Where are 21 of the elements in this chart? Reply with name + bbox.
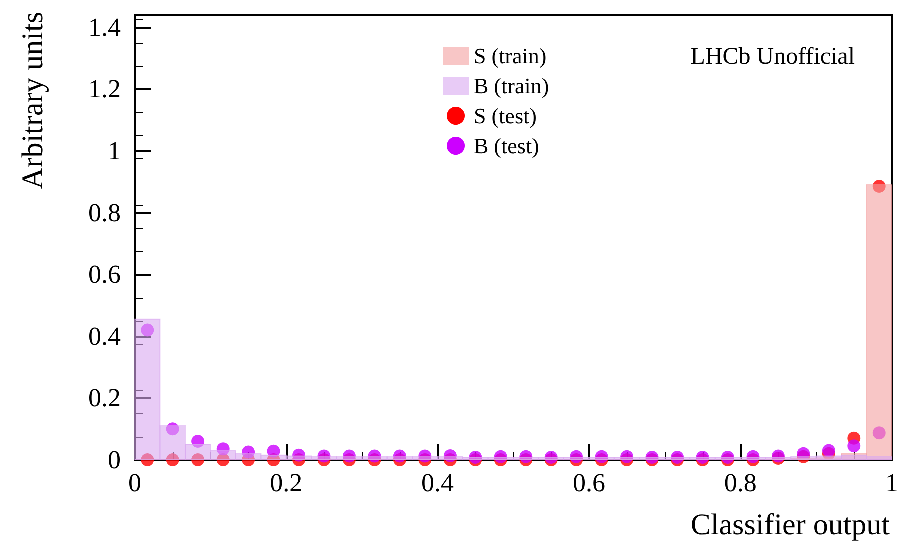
x-tick-label: 0.8	[724, 468, 757, 498]
x-tick-label: 0.6	[572, 468, 606, 498]
y-tick-label: 0	[108, 446, 121, 474]
x-tick-label: 1	[886, 468, 898, 498]
y-tick-label: 1.2	[88, 74, 121, 104]
y-tick-label: 0.4	[88, 322, 121, 351]
x-tick-label: 0.2	[270, 468, 303, 498]
x-tick-label: 0	[128, 468, 142, 498]
x-tick-label: 0.4	[422, 468, 454, 498]
y-axis-title: Arbitrary units	[16, 12, 50, 190]
annotation: LHCb Unofficial	[690, 44, 856, 70]
y-tick-label: 1	[108, 136, 121, 166]
y-tick-label: 1.4	[88, 12, 121, 42]
y-tick-label: 0.8	[88, 198, 121, 228]
legend-label: B (train)	[474, 74, 550, 98]
y-tick-label: 0.6	[88, 260, 121, 290]
legend-label: S (train)	[474, 44, 547, 68]
y-tick-label: 0.2	[88, 384, 121, 413]
legend-label: B (test)	[474, 134, 540, 158]
legend-label: S (test)	[474, 104, 537, 128]
x-axis-title: Classifier output	[690, 508, 891, 542]
